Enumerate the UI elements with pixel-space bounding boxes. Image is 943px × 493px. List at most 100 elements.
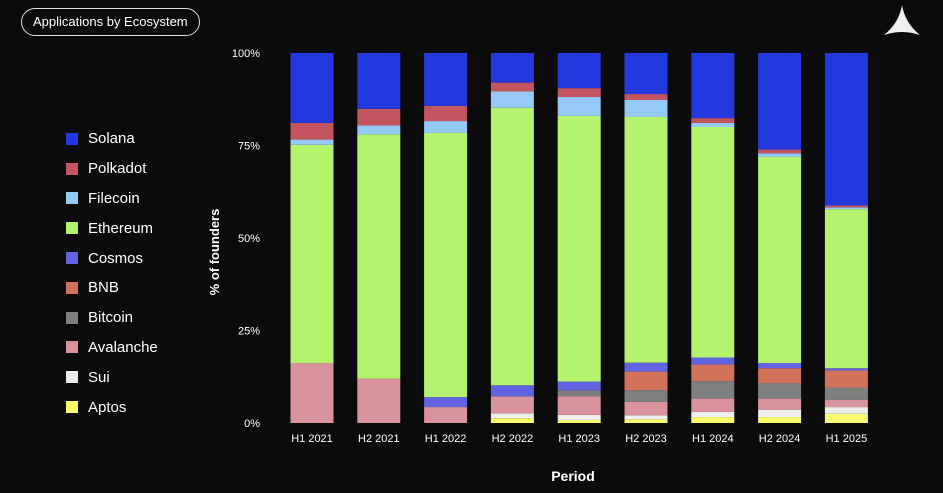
bar-segment-bitcoin xyxy=(758,383,802,399)
bar-segment-cosmos xyxy=(691,357,735,365)
bar-segment-ethereum xyxy=(824,209,868,369)
bar-segment-cosmos xyxy=(624,362,668,372)
bar-segment-filecoin xyxy=(290,139,334,145)
bar-segment-bnb xyxy=(691,364,735,382)
bar-segment-sui xyxy=(758,409,802,418)
x-tick-label: H1 2025 xyxy=(826,433,868,445)
bar-segment-filecoin xyxy=(557,97,601,116)
bar-segment-sui xyxy=(557,414,601,421)
triangle-logo-icon xyxy=(884,5,920,35)
legend-label: Cosmos xyxy=(88,249,144,267)
legend-swatch xyxy=(66,132,78,145)
legend-item-sui: Sui xyxy=(66,362,158,392)
x-tick-label: H2 2023 xyxy=(625,433,667,445)
bar-segment-avalanche xyxy=(357,378,401,423)
x-tick-label: H1 2024 xyxy=(692,433,734,445)
bar-segment-aptos xyxy=(824,413,868,423)
legend-item-bnb: BNB xyxy=(66,273,158,303)
section-title-pill: Applications by Ecosystem xyxy=(21,8,200,36)
x-tick-label: H2 2021 xyxy=(358,433,400,445)
bar-segment-aptos xyxy=(691,417,735,423)
bar-segment-polkadot xyxy=(557,88,601,98)
bar-segment-bitcoin xyxy=(624,390,668,402)
bar-segment-polkadot xyxy=(424,105,468,122)
bar-segment-polkadot xyxy=(290,122,334,140)
legend-swatch xyxy=(66,341,78,354)
bar-segment-cosmos xyxy=(424,397,468,408)
bar-segment-avalanche xyxy=(691,398,735,412)
legend-swatch xyxy=(66,281,78,294)
bar-segment-polkadot xyxy=(490,82,534,92)
bar-segment-avalanche xyxy=(424,407,468,423)
legend-label: Avalanche xyxy=(88,338,158,356)
bar-segment-avalanche xyxy=(624,401,668,416)
bar-segment-solana xyxy=(691,53,735,119)
bar-segment-solana xyxy=(424,53,468,106)
bar-segment-avalanche xyxy=(490,396,534,414)
legend-label: Bitcoin xyxy=(88,309,134,327)
bar-segment-filecoin xyxy=(490,91,534,108)
bar-segment-solana xyxy=(824,53,868,206)
legend-label: Sui xyxy=(88,368,110,386)
bar-segment-avalanche xyxy=(557,396,601,415)
legend-item-polkadot: Polkadot xyxy=(66,154,158,184)
bar-segment-solana xyxy=(624,53,668,95)
y-tick-label: 50% xyxy=(238,233,260,245)
y-tick-label: 0% xyxy=(244,418,260,430)
legend-swatch xyxy=(66,401,78,414)
bar-segment-filecoin xyxy=(691,122,735,127)
y-axis-label: % of founders xyxy=(207,209,222,296)
bar-segment-avalanche xyxy=(758,398,802,410)
legend-label: Polkadot xyxy=(88,160,147,178)
bar-segment-aptos xyxy=(758,417,802,423)
bar-segment-bnb xyxy=(758,368,802,384)
bar-segment-ethereum xyxy=(758,156,802,364)
legend-swatch xyxy=(66,252,78,265)
bar-segment-sui xyxy=(490,413,534,419)
legend-item-filecoin: Filecoin xyxy=(66,184,158,214)
bar-segment-bitcoin xyxy=(557,390,601,397)
bar-segment-solana xyxy=(758,53,802,150)
bar-segment-filecoin xyxy=(357,125,401,135)
legend-swatch xyxy=(66,311,78,324)
bar-segment-filecoin xyxy=(824,207,868,210)
bar-segment-filecoin xyxy=(624,99,668,118)
bar-segment-avalanche xyxy=(824,399,868,408)
bar-segment-ethereum xyxy=(691,127,735,358)
legend-label: Solana xyxy=(88,130,135,148)
x-tick-label: H2 2024 xyxy=(759,433,801,445)
x-tick-label: H1 2023 xyxy=(558,433,600,445)
bar-segment-sui xyxy=(624,415,668,420)
legend-swatch xyxy=(66,222,78,235)
bar-segment-avalanche xyxy=(290,363,334,423)
bar-segment-sui xyxy=(691,411,735,418)
bar-segment-solana xyxy=(357,53,401,109)
bar-segment-solana xyxy=(490,53,534,83)
y-tick-label: 100% xyxy=(232,48,260,60)
bar-segment-filecoin xyxy=(758,153,802,157)
legend-item-ethereum: Ethereum xyxy=(66,213,158,243)
bar-segment-cosmos xyxy=(824,368,868,371)
bar-segment-filecoin xyxy=(424,121,468,133)
legend-item-solana: Solana xyxy=(66,124,158,154)
bar-segment-cosmos xyxy=(490,385,534,397)
legend-label: Ethereum xyxy=(88,219,154,237)
bar-segment-polkadot xyxy=(624,94,668,100)
legend-item-avalanche: Avalanche xyxy=(66,333,158,363)
legend-item-cosmos: Cosmos xyxy=(66,243,158,273)
bar-segment-ethereum xyxy=(490,107,534,386)
bar-segment-bitcoin xyxy=(824,387,868,400)
bar-segment-sui xyxy=(824,407,868,414)
chart-legend: Solana Polkadot Filecoin Ethereum Cosmos BNB B… xyxy=(66,124,158,422)
legend-item-aptos: Aptos xyxy=(66,392,158,422)
bar-segment-polkadot xyxy=(357,108,401,126)
bar-segment-solana xyxy=(557,53,601,89)
bar-segment-solana xyxy=(290,53,334,123)
legend-label: BNB xyxy=(88,279,119,297)
legend-swatch xyxy=(66,371,78,384)
bar-segment-cosmos xyxy=(758,363,802,369)
bar-segment-aptos xyxy=(624,419,668,423)
bar-segment-bitcoin xyxy=(691,381,735,399)
x-tick-label: H1 2021 xyxy=(291,433,333,445)
legend-label: Filecoin xyxy=(88,189,140,207)
